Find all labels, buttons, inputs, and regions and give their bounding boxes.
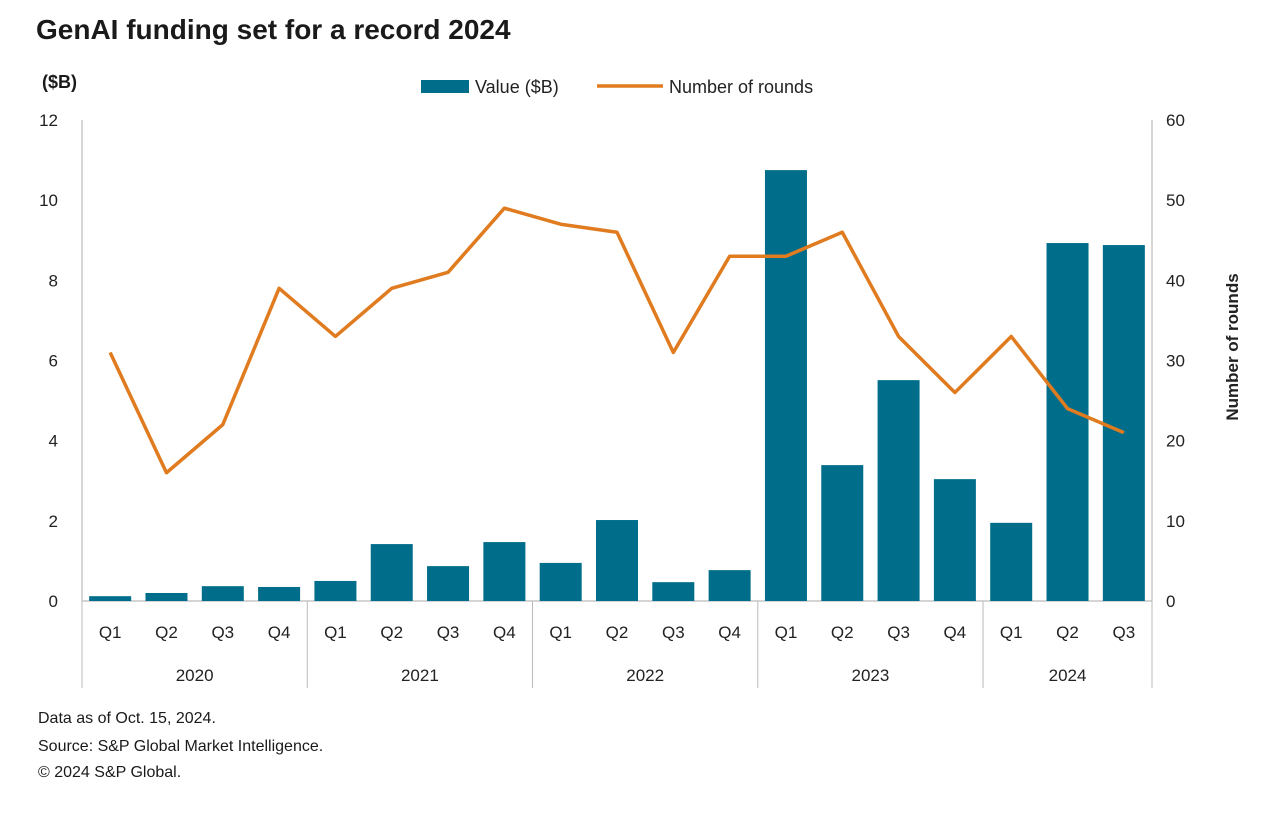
bar (370, 544, 413, 601)
x-tick-label: Q3 (887, 623, 910, 642)
year-label: 2024 (1049, 666, 1087, 685)
y2-tick-label: 20 (1166, 432, 1185, 451)
y2-tick-label: 0 (1166, 592, 1175, 611)
footnote-date: Data as of Oct. 15, 2024. (38, 710, 216, 727)
y-tick-label: 10 (39, 191, 58, 210)
y-tick-label: 2 (49, 512, 58, 531)
bar (764, 170, 807, 601)
bar (708, 570, 751, 601)
x-tick-label: Q4 (493, 623, 516, 642)
bar (89, 596, 132, 601)
bar (314, 580, 357, 601)
bar (596, 520, 638, 601)
bar (427, 566, 470, 601)
y-tick-label: 6 (49, 352, 58, 371)
y2-tick-label: 10 (1166, 512, 1185, 531)
year-label: 2022 (626, 666, 664, 685)
legend-bar-swatch (421, 80, 469, 93)
bar (877, 380, 920, 601)
y2-tick-label: 40 (1166, 271, 1185, 290)
rounds-line (108, 206, 1125, 475)
y2-tick-label: 50 (1166, 191, 1185, 210)
x-tick-label: Q1 (1000, 623, 1023, 642)
y-tick-label: 0 (49, 592, 58, 611)
bar (1102, 245, 1145, 601)
y-tick-label: 12 (39, 111, 58, 130)
x-tick-label: Q2 (831, 623, 854, 642)
x-tick-label: Q2 (606, 623, 629, 642)
x-tick-label: Q1 (549, 623, 572, 642)
footnote-copyright: © 2024 S&P Global. (38, 764, 182, 781)
y2-tick-label: 30 (1166, 352, 1185, 371)
legend-bar-label: Value ($B) (475, 77, 559, 97)
y-tick-label: 8 (49, 271, 58, 290)
bar (201, 586, 244, 601)
x-tick-label: Q4 (718, 623, 741, 642)
x-tick-label: Q2 (1056, 623, 1079, 642)
bar (483, 542, 526, 601)
bar (539, 562, 582, 601)
x-tick-label: Q4 (944, 623, 967, 642)
x-tick-label: Q2 (155, 623, 178, 642)
bar (990, 522, 1033, 601)
x-tick-label: Q3 (437, 623, 460, 642)
chart-title: GenAI funding set for a record 2024 (36, 14, 511, 45)
x-tick-label: Q3 (1112, 623, 1135, 642)
bar (933, 479, 976, 601)
year-label: 2020 (176, 666, 214, 685)
bar (258, 586, 301, 601)
x-tick-label: Q3 (662, 623, 685, 642)
footnote-source: Source: S&P Global Market Intelligence. (38, 738, 324, 755)
y-axis-label: ($B) (42, 72, 77, 92)
x-tick-label: Q4 (268, 623, 291, 642)
year-label: 2023 (852, 666, 890, 685)
bar (652, 582, 695, 601)
y2-tick-label: 60 (1166, 111, 1185, 130)
bar (145, 592, 188, 601)
legend-line-label: Number of rounds (669, 77, 813, 97)
x-tick-label: Q3 (211, 623, 234, 642)
bar (821, 465, 864, 601)
y2-axis-label: Number of rounds (1223, 273, 1242, 420)
x-tick-label: Q2 (380, 623, 403, 642)
x-tick-label: Q1 (99, 623, 122, 642)
x-tick-label: Q1 (324, 623, 347, 642)
y-tick-label: 4 (49, 432, 58, 451)
bar (1046, 243, 1089, 601)
x-tick-label: Q1 (775, 623, 798, 642)
year-label: 2021 (401, 666, 439, 685)
